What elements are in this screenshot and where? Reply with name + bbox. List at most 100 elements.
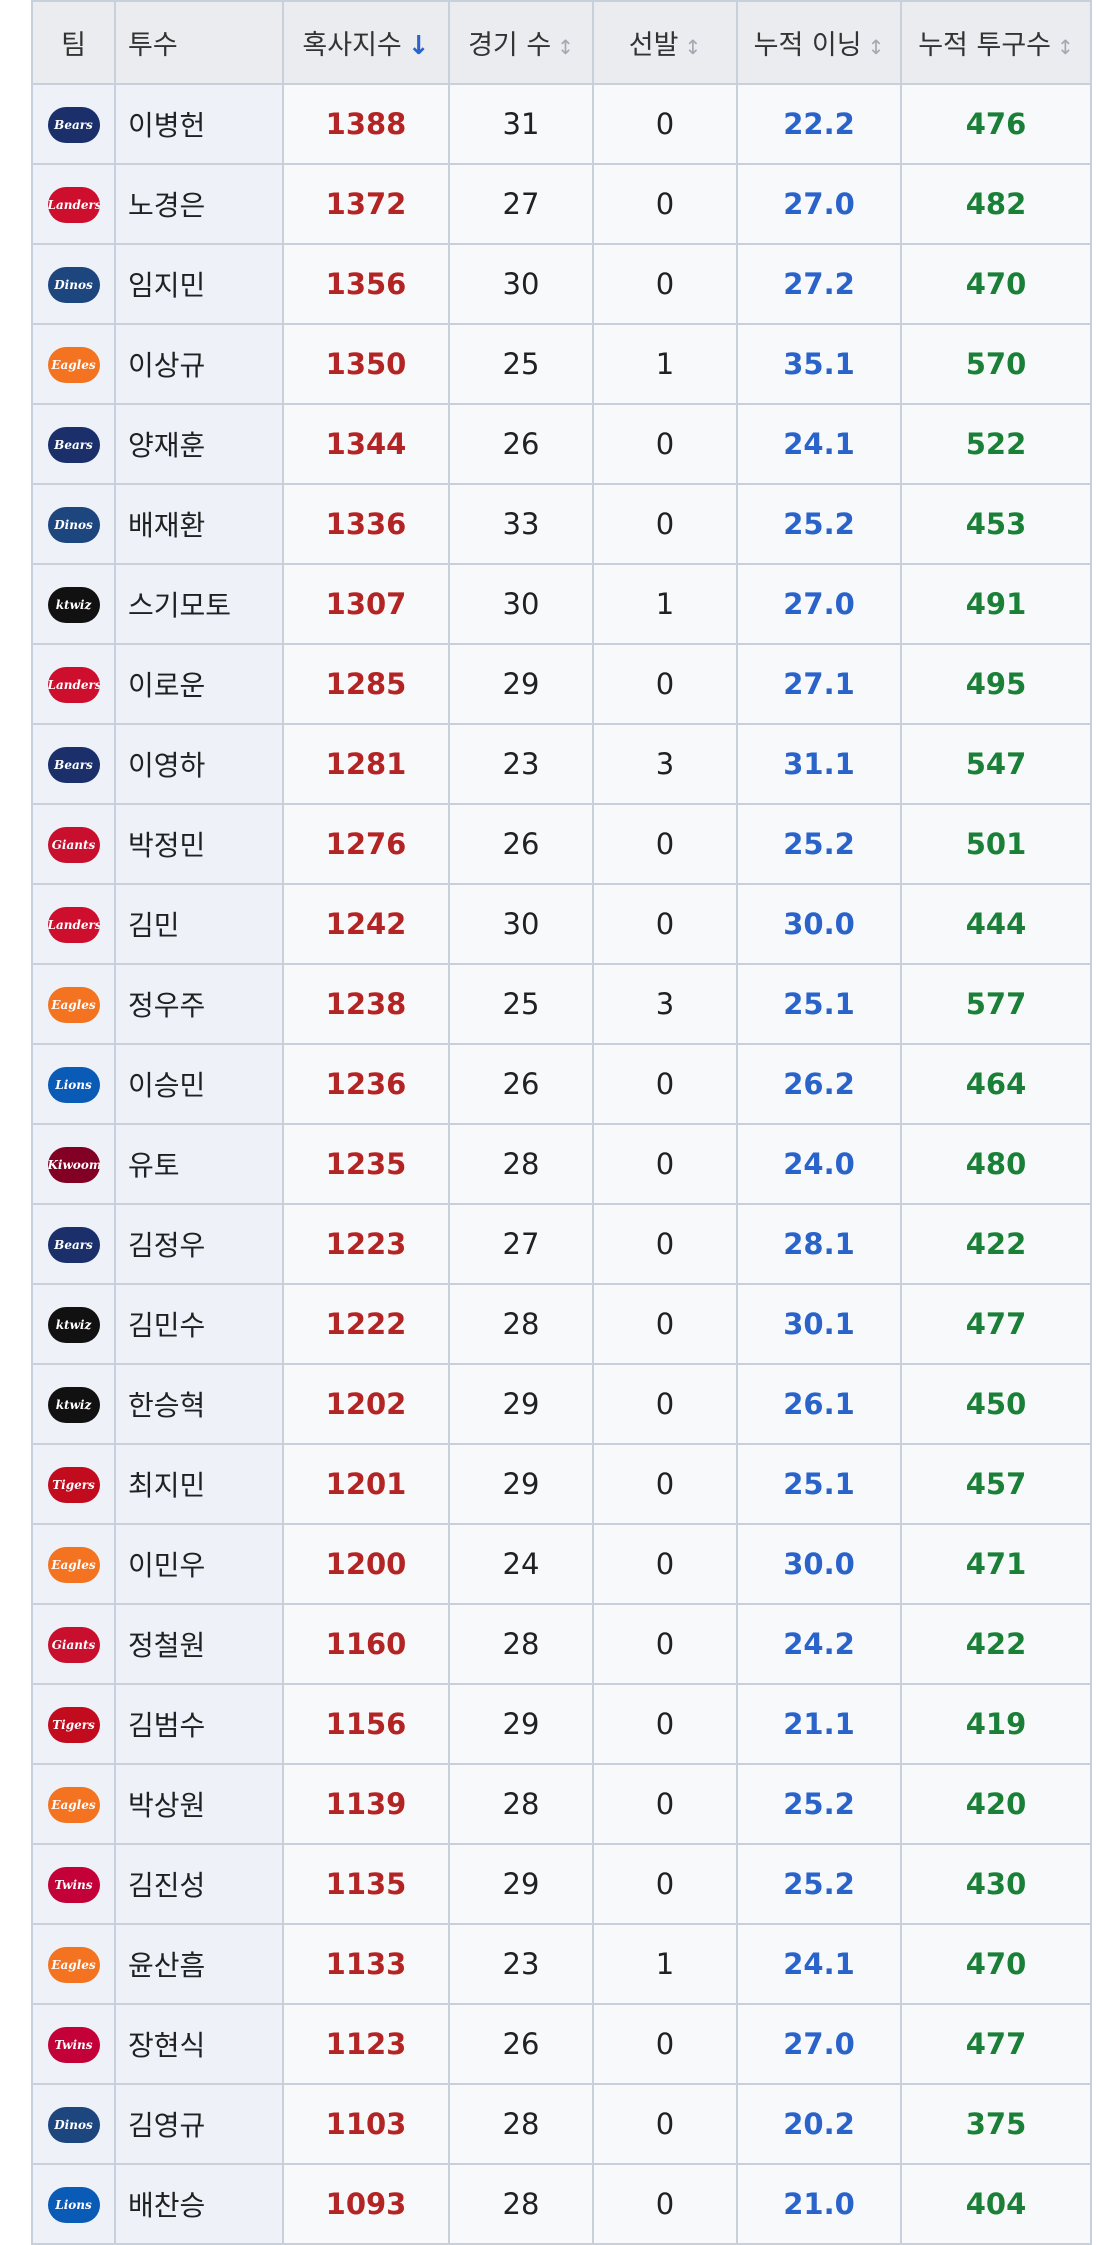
table-row: Giants 박정민 1276 26 0 25.2 501 (31, 803, 1092, 885)
games: 25 (448, 323, 594, 405)
sort-icon[interactable]: ↓ (407, 31, 430, 61)
starts: 0 (592, 803, 738, 885)
starts: 0 (592, 403, 738, 485)
innings: 30.0 (736, 883, 902, 965)
starts: 0 (592, 243, 738, 325)
innings: 25.2 (736, 1843, 902, 1925)
innings: 25.2 (736, 1763, 902, 1845)
pitches: 422 (900, 1603, 1092, 1685)
team-cell: Dinos (31, 2083, 116, 2165)
pitcher-name: 이민우 (114, 1523, 284, 1605)
table-row: Lions 이승민 1236 26 0 26.2 464 (31, 1043, 1092, 1125)
pitcher-name: 스기모토 (114, 563, 284, 645)
team-logo: Kiwoom (47, 1146, 100, 1183)
team-logo: Landers (47, 186, 100, 223)
team-logo: Dinos (47, 266, 100, 303)
starts: 3 (592, 963, 738, 1045)
team-logo: Eagles (47, 1946, 100, 1983)
games: 29 (448, 1843, 594, 1925)
innings: 25.2 (736, 803, 902, 885)
pitches: 419 (900, 1683, 1092, 1765)
games: 28 (448, 2083, 594, 2165)
pitches: 577 (900, 963, 1092, 1045)
team-logo: Bears (47, 426, 100, 463)
innings: 27.0 (736, 2003, 902, 2085)
team-logo: Tigers (47, 1466, 100, 1503)
pitcher-name: 김정우 (114, 1203, 284, 1285)
team-cell: Dinos (31, 243, 116, 325)
team-cell: Giants (31, 803, 116, 885)
starts: 0 (592, 163, 738, 245)
abuse-index: 1285 (282, 643, 450, 725)
pitches: 453 (900, 483, 1092, 565)
team-logo: Giants (47, 1626, 100, 1663)
starts: 1 (592, 323, 738, 405)
games: 28 (448, 1603, 594, 1685)
table-row: Tigers 김범수 1156 29 0 21.1 419 (31, 1683, 1092, 1765)
starts: 0 (592, 2163, 738, 2245)
table-row: Landers 김민 1242 30 0 30.0 444 (31, 883, 1092, 965)
table-row: Landers 노경은 1372 27 0 27.0 482 (31, 163, 1092, 245)
team-cell: ktwiz (31, 1283, 116, 1365)
games: 26 (448, 2003, 594, 2085)
innings: 21.1 (736, 1683, 902, 1765)
starts: 0 (592, 883, 738, 965)
abuse-index: 1276 (282, 803, 450, 885)
starts: 0 (592, 1043, 738, 1125)
innings: 24.0 (736, 1123, 902, 1205)
pitcher-name: 이로운 (114, 643, 284, 725)
innings: 25.1 (736, 963, 902, 1045)
team-cell: Landers (31, 163, 116, 245)
team-cell: Eagles (31, 323, 116, 405)
abuse-index: 1307 (282, 563, 450, 645)
abuse-index: 1238 (282, 963, 450, 1045)
column-header[interactable]: 혹사지수 ↓ (282, 0, 450, 85)
team-cell: Lions (31, 2163, 116, 2245)
games: 26 (448, 803, 594, 885)
table-row: Eagles 이민우 1200 24 0 30.0 471 (31, 1523, 1092, 1605)
sort-icon[interactable]: ↕ (1057, 35, 1074, 59)
abuse-index: 1356 (282, 243, 450, 325)
table-row: Giants 정철원 1160 28 0 24.2 422 (31, 1603, 1092, 1685)
team-logo: Bears (47, 106, 100, 143)
table-row: Bears 이영하 1281 23 3 31.1 547 (31, 723, 1092, 805)
abuse-index: 1093 (282, 2163, 450, 2245)
sort-icon[interactable]: ↕ (557, 35, 574, 59)
abuse-index: 1235 (282, 1123, 450, 1205)
column-header[interactable]: 누적 이닝 ↕ (736, 0, 902, 85)
header-label: 투수 (128, 30, 178, 61)
team-cell: Tigers (31, 1683, 116, 1765)
games: 26 (448, 403, 594, 485)
sort-icon[interactable]: ↕ (867, 35, 885, 59)
sort-icon[interactable]: ↕ (684, 35, 702, 59)
team-cell: Eagles (31, 1523, 116, 1605)
abuse-index: 1135 (282, 1843, 450, 1925)
pitcher-name: 임지민 (114, 243, 284, 325)
column-header[interactable]: 선발 ↕ (592, 0, 738, 85)
abuse-index: 1236 (282, 1043, 450, 1125)
games: 23 (448, 1923, 594, 2005)
games: 29 (448, 1443, 594, 1525)
pitcher-name: 한승혁 (114, 1363, 284, 1445)
team-cell: ktwiz (31, 1363, 116, 1445)
abuse-index: 1133 (282, 1923, 450, 2005)
pitches: 501 (900, 803, 1092, 885)
column-header[interactable]: 누적 투구수 ↕ (900, 0, 1092, 85)
games: 27 (448, 1203, 594, 1285)
innings: 30.0 (736, 1523, 902, 1605)
pitches: 464 (900, 1043, 1092, 1125)
team-cell: Bears (31, 1203, 116, 1285)
team-cell: Tigers (31, 1443, 116, 1525)
column-header[interactable]: 경기 수 ↕ (448, 0, 594, 85)
pitcher-name: 윤산흠 (114, 1923, 284, 2005)
pitcher-table: 팀 투수 혹사지수 ↓ 경기 수 ↕ 선발 ↕ 누적 이닝 ↕ 누적 투구수 ↕ Bears 이병헌 13… (31, 0, 1092, 2245)
table-row: ktwiz 스기모토 1307 30 1 27.0 491 (31, 563, 1092, 645)
innings: 27.0 (736, 163, 902, 245)
games: 23 (448, 723, 594, 805)
header-label: 누적 이닝 (753, 30, 862, 61)
pitches: 570 (900, 323, 1092, 405)
team-logo: Eagles (47, 346, 100, 383)
table-row: Dinos 배재환 1336 33 0 25.2 453 (31, 483, 1092, 565)
innings: 24.1 (736, 1923, 902, 2005)
